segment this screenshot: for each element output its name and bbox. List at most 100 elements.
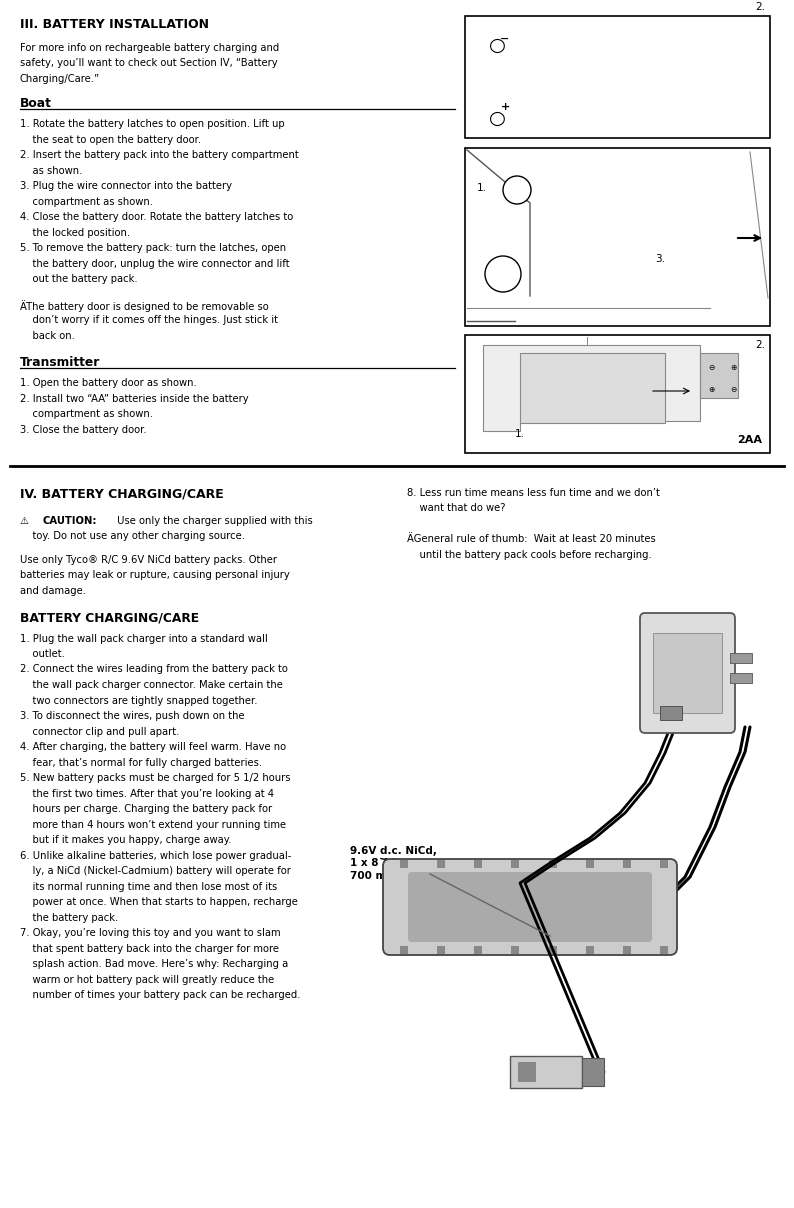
Text: number of times your battery pack can be recharged.: number of times your battery pack can be… — [20, 991, 300, 1000]
Text: 6. Unlike alkaline batteries, which lose power gradual-: 6. Unlike alkaline batteries, which lose… — [20, 850, 291, 860]
Text: 2. Install two “AA” batteries inside the battery: 2. Install two “AA” batteries inside the… — [20, 394, 249, 403]
Text: want that do we?: want that do we? — [407, 504, 506, 513]
Bar — [467, 150, 768, 324]
Text: ⊕: ⊕ — [708, 385, 715, 394]
Text: and damage.: and damage. — [20, 586, 86, 596]
Text: power at once. When that starts to happen, recharge: power at once. When that starts to happe… — [20, 898, 298, 907]
Bar — [622, 860, 631, 869]
FancyBboxPatch shape — [656, 86, 732, 134]
Bar — [510, 1056, 582, 1088]
Text: Transmitter: Transmitter — [20, 356, 100, 370]
Bar — [662, 428, 676, 448]
Text: don’t worry if it comes off the hinges. Just stick it: don’t worry if it comes off the hinges. … — [20, 315, 278, 325]
Text: the locked position.: the locked position. — [20, 228, 130, 238]
Bar — [537, 428, 551, 448]
Text: 3.: 3. — [655, 254, 665, 265]
FancyBboxPatch shape — [656, 27, 732, 87]
FancyBboxPatch shape — [383, 859, 677, 956]
FancyBboxPatch shape — [408, 872, 652, 942]
Bar — [586, 860, 594, 869]
Text: ÄGeneral rule of thumb:  Wait at least 20 minutes: ÄGeneral rule of thumb: Wait at least 20… — [407, 534, 656, 544]
Bar — [465, 16, 770, 138]
Bar — [530, 188, 675, 298]
Bar — [660, 946, 668, 954]
FancyBboxPatch shape — [640, 612, 735, 733]
Text: but if it makes you happy, charge away.: but if it makes you happy, charge away. — [20, 835, 232, 846]
Bar — [590, 359, 628, 417]
FancyBboxPatch shape — [663, 33, 723, 81]
Text: as shown.: as shown. — [20, 165, 83, 176]
Text: 2.: 2. — [755, 2, 765, 12]
Text: BATTERY CHARGING/CARE: BATTERY CHARGING/CARE — [20, 611, 199, 625]
Text: 2AA: 2AA — [737, 435, 762, 445]
Bar — [437, 860, 445, 869]
Bar — [645, 428, 659, 448]
Text: compartment as shown.: compartment as shown. — [20, 197, 153, 207]
Text: III. BATTERY INSTALLATION: III. BATTERY INSTALLATION — [20, 18, 209, 31]
Text: 2. Insert the battery pack into the battery compartment: 2. Insert the battery pack into the batt… — [20, 151, 299, 161]
Text: batteries may leak or rupture, causing personal injury: batteries may leak or rupture, causing p… — [20, 570, 290, 581]
Bar — [549, 860, 557, 869]
Text: 8. Less run time means less fun time and we don’t: 8. Less run time means less fun time and… — [407, 488, 660, 498]
Text: that spent battery back into the charger for more: that spent battery back into the charger… — [20, 943, 279, 953]
Text: the battery door, unplug the wire connector and lift: the battery door, unplug the wire connec… — [20, 259, 290, 269]
Bar — [437, 946, 445, 954]
Text: outlet.: outlet. — [20, 649, 65, 660]
Text: Charging/Care.”: Charging/Care.” — [20, 74, 100, 85]
Bar — [474, 946, 482, 954]
Text: 4. Close the battery door. Rotate the battery latches to: 4. Close the battery door. Rotate the ba… — [20, 213, 293, 222]
Text: 2.: 2. — [755, 339, 765, 350]
Bar — [582, 1058, 604, 1086]
Bar — [622, 946, 631, 954]
Bar — [653, 22, 741, 132]
Bar — [533, 24, 653, 130]
Bar — [474, 860, 482, 869]
Text: 4. After charging, the battery will feel warm. Have no: 4. After charging, the battery will feel… — [20, 742, 286, 753]
Text: 7. Okay, you’re loving this toy and you want to slam: 7. Okay, you’re loving this toy and you … — [20, 928, 280, 937]
Text: toy. Do not use any other charging source.: toy. Do not use any other charging sourc… — [20, 532, 245, 541]
Text: ⊖: ⊖ — [730, 385, 736, 394]
Text: 5. New battery packs must be charged for 5 1/2 hours: 5. New battery packs must be charged for… — [20, 773, 291, 783]
Text: 1. Plug the wall pack charger into a standard wall: 1. Plug the wall pack charger into a sta… — [20, 633, 268, 644]
Text: compartment as shown.: compartment as shown. — [20, 410, 153, 419]
FancyBboxPatch shape — [541, 37, 599, 120]
Text: 1. Rotate the battery latches to open position. Lift up: 1. Rotate the battery latches to open po… — [20, 120, 284, 129]
Text: Boat: Boat — [20, 98, 52, 110]
Text: Use only Tyco® R/C 9.6V NiCd battery packs. Other: Use only Tyco® R/C 9.6V NiCd battery pac… — [20, 554, 277, 565]
Bar — [465, 149, 770, 326]
Text: hours per charge. Charging the battery pack for: hours per charge. Charging the battery p… — [20, 805, 272, 814]
Text: two connectors are tightly snapped together.: two connectors are tightly snapped toget… — [20, 696, 257, 705]
Text: −: − — [500, 34, 510, 43]
Text: safety, you’ll want to check out Section IV, “Battery: safety, you’ll want to check out Section… — [20, 58, 278, 69]
Bar — [730, 654, 752, 663]
Text: 3. Plug the wire connector into the battery: 3. Plug the wire connector into the batt… — [20, 181, 232, 192]
Text: back on.: back on. — [20, 331, 75, 341]
Bar — [400, 946, 408, 954]
Text: ⚠: ⚠ — [20, 516, 32, 525]
Text: until the battery pack cools before recharging.: until the battery pack cools before rech… — [407, 550, 652, 559]
Bar — [730, 673, 752, 683]
Polygon shape — [483, 345, 700, 431]
Text: more than 4 hours won’t extend your running time: more than 4 hours won’t extend your runn… — [20, 819, 286, 830]
Text: 2. Connect the wires leading from the battery pack to: 2. Connect the wires leading from the ba… — [20, 664, 288, 674]
Text: connector clip and pull apart.: connector clip and pull apart. — [20, 726, 179, 737]
Text: ly, a NiCd (Nickel-Cadmium) battery will operate for: ly, a NiCd (Nickel-Cadmium) battery will… — [20, 866, 291, 876]
Bar — [518, 1062, 536, 1082]
Circle shape — [503, 176, 531, 204]
Text: +: + — [500, 101, 510, 112]
Bar — [549, 946, 557, 954]
Text: splash action. Bad move. Here’s why: Recharging a: splash action. Bad move. Here’s why: Rec… — [20, 959, 288, 969]
Text: the first two times. After that you’re looking at 4: the first two times. After that you’re l… — [20, 789, 274, 798]
Text: ⊖: ⊖ — [708, 362, 715, 372]
Text: 1.: 1. — [515, 429, 525, 439]
Text: warm or hot battery pack will greatly reduce the: warm or hot battery pack will greatly re… — [20, 975, 274, 985]
Bar — [465, 335, 770, 453]
Circle shape — [485, 256, 521, 292]
Bar — [520, 428, 534, 448]
Bar — [511, 860, 519, 869]
Bar — [586, 946, 594, 954]
Text: the wall pack charger connector. Make certain the: the wall pack charger connector. Make ce… — [20, 680, 283, 690]
Text: ÄThe battery door is designed to be removable so: ÄThe battery door is designed to be remo… — [20, 300, 268, 312]
Text: Use only the charger supplied with this: Use only the charger supplied with this — [114, 516, 313, 525]
Text: out the battery pack.: out the battery pack. — [20, 274, 137, 285]
